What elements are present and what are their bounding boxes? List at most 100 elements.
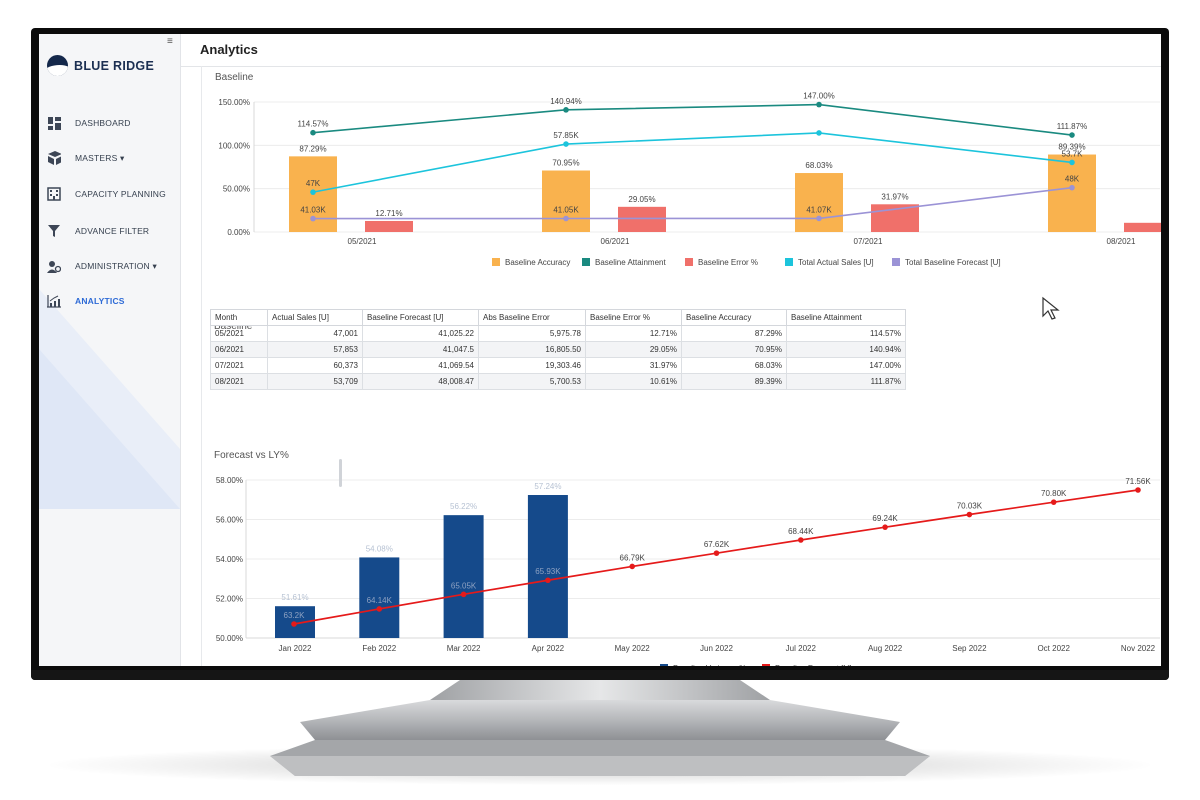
data-label: 111.87% [1057,122,1087,131]
data-label: 63.2K [284,611,306,620]
point-baseline-attainment [563,107,569,113]
point-total-baseline-forecast [816,215,822,222]
y-tick-label: 50.00% [216,634,243,643]
point-baseline-attainment [310,129,316,136]
data-label: 29.05% [628,195,655,204]
data-label: 65.05K [451,581,477,590]
data-label: 70.95% [552,159,579,168]
column-header[interactable]: Actual Sales [U] [267,309,363,326]
table-cell: 41,069.54 [362,357,479,374]
legend-label: Baseline Forecast [U] [775,664,851,666]
data-label: 68.03% [805,161,832,170]
sidebar-item-label: MASTERS ▾ [75,152,125,163]
data-label: 41.05K [553,206,579,215]
x-tick-label: Mar 2022 [447,644,481,653]
table-row: 07/2021 60,373 41,069.54 19,303.46 31.97% 68.… [210,357,906,374]
cubes-icon [47,151,61,165]
menu-toggle-icon[interactable]: ≡ [167,36,173,47]
y-tick-label: 0.00% [227,228,250,237]
bar-baseline-error [365,220,413,232]
sidebar-item-capacity-planning[interactable]: CAPACITY PLANNING [47,187,166,201]
table-cell: 05/2021 [210,325,268,342]
bar-baseline-variance [443,515,484,638]
sidebar-item-label: ANALYTICS [75,296,125,306]
legend-label: Baseline Variance % [673,664,746,666]
point-baseline-forecast [460,591,467,598]
column-header[interactable]: Abs Baseline Error [478,309,586,326]
table-cell: 41,025.22 [362,325,479,342]
funnel-icon [47,224,61,238]
table-cell: 5,700.53 [478,373,586,390]
data-label: 53.7K [1062,149,1084,158]
y-tick-label: 50.00% [223,185,250,194]
legend-swatch [892,258,900,266]
table-cell: 29.05% [585,341,682,358]
main-area: Analytics Baseline 150.00% 100.00% 50.00% 0… [181,34,1161,666]
x-tick-label: Nov 2022 [1121,644,1156,653]
data-label: 70.03K [957,502,983,511]
x-tick-label: Sep 2022 [952,644,987,653]
column-header[interactable]: Baseline Error % [585,309,682,326]
table-cell: 114.57% [786,325,906,342]
point-baseline-forecast [713,550,720,556]
point-baseline-forecast [291,621,297,627]
sidebar-item-dashboard[interactable]: DASHBOARD [47,116,131,130]
table-cell: 111.87% [786,373,906,390]
table-cell: 16,805.50 [478,341,586,358]
monitor-bezel-bottom [31,670,1169,680]
table-cell: 31.97% [585,357,682,374]
point-total-actual-sales [563,141,569,147]
data-label: 56.22% [450,502,477,511]
data-label: 47K [306,179,321,188]
data-label: 114.57% [298,120,329,129]
data-label: 64.14K [367,596,393,605]
column-header[interactable]: Month [210,309,268,326]
x-tick-label: 07/2021 [854,237,883,246]
column-header[interactable]: Baseline Accuracy [681,309,787,326]
table-cell: 10.61% [585,373,682,390]
y-tick-label: 56.00% [216,516,243,525]
sidebar-item-advance-filter[interactable]: ADVANCE FILTER [47,224,149,238]
table-cell: 5,975.78 [478,325,586,342]
sidebar-item-label: DASHBOARD [75,118,131,128]
x-tick-label: 08/2021 [1107,237,1136,246]
column-header[interactable]: Baseline Forecast [U] [362,309,479,326]
table-cell: 12.71% [585,325,682,342]
table-cell: 07/2021 [210,357,268,374]
baseline-table: Month Actual Sales [U] Baseline Forecast [… [210,309,906,390]
sidebar-item-administration[interactable]: ADMINISTRATION ▾ [47,259,157,273]
panel-resize-handle[interactable] [339,459,342,487]
point-baseline-forecast [1050,499,1057,505]
x-tick-label: Jul 2022 [786,644,817,653]
legend-label: Baseline Accuracy [505,258,570,267]
data-label: 69.24K [872,514,898,523]
x-tick-label: May 2022 [615,644,651,653]
line-baseline-forecast [293,489,1139,625]
bar-baseline-accuracy [795,173,843,232]
bar-baseline-error [618,206,666,232]
brand-logo[interactable]: BLUE RIDGE [47,55,154,76]
column-header[interactable]: Baseline Attainment [786,309,906,326]
data-label: 65.93K [535,567,561,576]
sidebar-item-masters[interactable]: MASTERS ▾ [47,151,125,165]
point-total-actual-sales [816,130,822,136]
data-label: 89.39% [1058,143,1085,152]
data-label: 68.44K [788,527,814,536]
point-baseline-forecast [629,563,635,570]
point-baseline-attainment [816,101,822,108]
sidebar-item-label: CAPACITY PLANNING [75,189,166,199]
point-baseline-forecast [966,511,973,518]
sidebar-item-analytics[interactable]: ANALYTICS [47,294,125,308]
table-row: 06/2021 57,853 41,047.5 16,805.50 29.05% 70.9… [210,341,906,358]
sidebar-glare [39,289,180,509]
x-tick-label: Oct 2022 [1037,644,1070,653]
forecast-chart-title: Forecast vs LY% [214,450,289,461]
legend-label: Total Baseline Forecast [U] [905,258,1001,267]
line-total-actual-sales [312,132,1073,193]
table-cell: 140.94% [786,341,906,358]
table-header-row: Month Actual Sales [U] Baseline Forecast [… [210,309,906,326]
brand-name: BLUE RIDGE [74,58,155,73]
data-label: 41.03K [300,206,326,215]
forecast-vs-ly-chart: 58.00% 56.00% 54.00% 52.00% 50.00% Jan 2022 Fe… [216,476,1160,666]
